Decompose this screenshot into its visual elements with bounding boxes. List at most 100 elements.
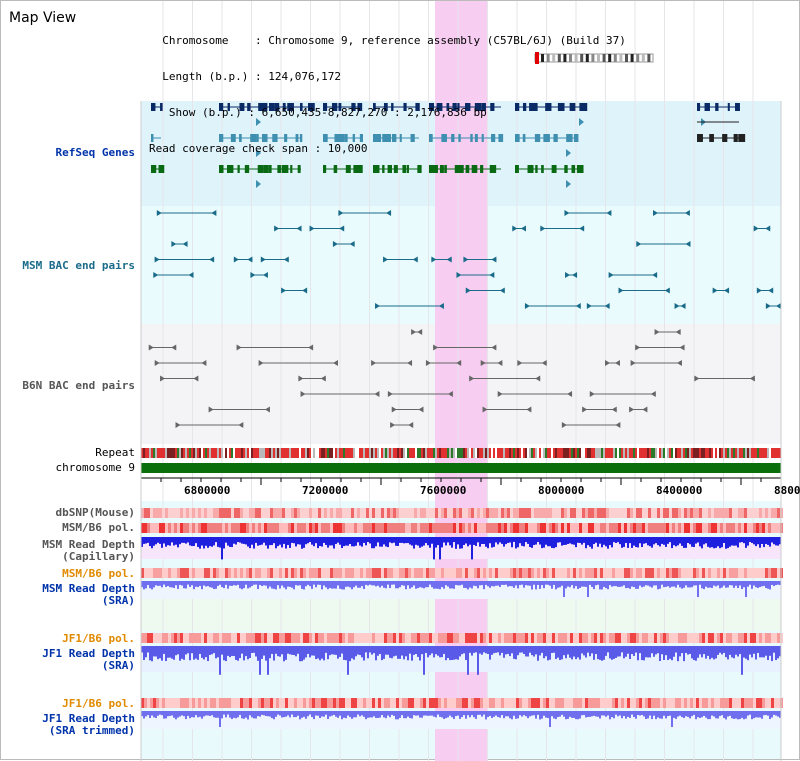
jf1-trimmed-depth-bar xyxy=(651,711,653,720)
polymorphism-cell xyxy=(651,633,654,643)
msm-sra-depth-bar xyxy=(251,581,253,587)
jf1-sra-depth-bar xyxy=(159,646,161,659)
msm-capillary-depth-bar xyxy=(305,537,307,545)
jf1-trimmed-depth-bar xyxy=(571,711,573,718)
ideogram-band xyxy=(580,54,584,62)
track-label-dbsnp[interactable]: dbSNP(Mouse) xyxy=(55,506,135,519)
polymorphism-cell xyxy=(726,633,729,643)
repeat-block xyxy=(707,448,709,458)
repeat-block xyxy=(757,448,759,458)
polymorphism-cell xyxy=(177,508,180,518)
repeat-block xyxy=(533,448,535,458)
msm-capillary-depth-bar xyxy=(431,537,433,544)
jf1-trimmed-depth-bar xyxy=(709,711,711,720)
msm-sra-depth-bar xyxy=(755,581,757,588)
jf1-sra-depth-bar xyxy=(281,646,283,655)
jf1-sra-depth-bar xyxy=(261,646,263,659)
polymorphism-cell xyxy=(351,698,354,708)
polymorphism-cell xyxy=(576,523,579,533)
track-label-jf1-b6-pol[interactable]: JF1/B6 pol. xyxy=(62,632,135,645)
polymorphism-cell xyxy=(213,523,216,533)
msm-capillary-depth-bar xyxy=(213,537,215,546)
polymorphism-cell xyxy=(600,568,603,578)
msm-capillary-depth-bar xyxy=(333,537,335,549)
polymorphism-cell xyxy=(228,633,231,643)
msm-bac-pair xyxy=(606,210,612,216)
b6n-bac-pair xyxy=(208,406,214,413)
msm-sra-depth-bar xyxy=(363,581,365,590)
track-label-b6n-bac[interactable]: B6N BAC end pairs xyxy=(22,379,135,392)
polymorphism-cell xyxy=(609,698,612,708)
track-label-msm-depth-capillary[interactable]: MSM Read Depth (Capillary) xyxy=(42,538,135,563)
polymorphism-cell xyxy=(333,508,336,518)
msm-sra-depth-bar xyxy=(187,581,189,585)
gene-exon xyxy=(345,165,351,173)
msm-sra-depth-bar xyxy=(649,581,651,587)
repeat-block xyxy=(733,448,735,458)
polymorphism-cell xyxy=(348,508,351,518)
polymorphism-cell xyxy=(369,523,372,533)
polymorphism-cell xyxy=(324,523,327,533)
jf1-sra-depth-bar xyxy=(153,646,155,657)
track-label-msm-b6-pol-2[interactable]: MSM/B6 pol. xyxy=(62,567,135,580)
repeat-block xyxy=(745,448,747,458)
jf1-sra-depth-bar xyxy=(249,646,251,658)
polymorphism-cell xyxy=(582,698,585,708)
gene-exon xyxy=(391,134,397,142)
polymorphism-cell xyxy=(273,633,276,643)
jf1-trimmed-depth-bar xyxy=(323,711,325,717)
polymorphism-cell xyxy=(471,508,474,518)
msm-sra-depth-bar xyxy=(153,581,155,588)
jf1-sra-depth-bar xyxy=(377,646,379,656)
gene-exon xyxy=(522,134,526,142)
track-label-chromosome[interactable]: chromosome 9 xyxy=(55,461,135,474)
polymorphism-cell xyxy=(429,698,432,708)
track-label-msm-depth-sra[interactable]: MSM Read Depth (SRA) xyxy=(42,582,135,607)
track-label-refseq[interactable]: RefSeq Genes xyxy=(55,146,135,159)
repeat-block xyxy=(665,448,667,458)
track-label-repeat[interactable]: Repeat xyxy=(95,446,135,459)
jf1-sra-depth-bar xyxy=(157,646,159,660)
track-label-msm-bac[interactable]: MSM BAC end pairs xyxy=(22,259,135,272)
msm-capillary-depth-bar xyxy=(695,537,697,544)
jf1-trimmed-depth-bar xyxy=(311,711,313,717)
jf1-sra-depth-bar xyxy=(421,646,423,655)
polymorphism-cell xyxy=(573,523,576,533)
gene-exon xyxy=(553,134,558,142)
track-label-jf1-depth-trimmed[interactable]: JF1 Read Depth (SRA trimmed) xyxy=(42,712,135,737)
msm-sra-depth-bar xyxy=(639,581,641,586)
msm-capillary-depth-bar xyxy=(733,537,735,546)
polymorphism-cell xyxy=(504,633,507,643)
repeat-block xyxy=(311,448,313,458)
jf1-trimmed-depth-bar xyxy=(281,711,283,718)
polymorphism-cell xyxy=(582,523,585,533)
track-label-jf1-b6-pol-2[interactable]: JF1/B6 pol. xyxy=(62,697,135,710)
polymorphism-cell xyxy=(684,698,687,708)
polymorphism-cell xyxy=(414,508,417,518)
jf1-trimmed-depth-bar xyxy=(481,711,483,717)
polymorphism-cell xyxy=(708,568,711,578)
polymorphism-cell xyxy=(270,568,273,578)
polymorphism-cell xyxy=(714,633,717,643)
track-label-msm-b6-pol[interactable]: MSM/B6 pol. xyxy=(62,521,135,534)
polymorphism-cell xyxy=(147,633,150,643)
polymorphism-cell xyxy=(396,568,399,578)
polymorphism-cell xyxy=(768,508,771,518)
jf1-trimmed-depth-bar xyxy=(523,711,525,716)
msm-capillary-depth-bar xyxy=(297,537,299,545)
polymorphism-cell xyxy=(429,523,432,533)
b6n-bac-pair xyxy=(615,422,621,428)
track-label-jf1-depth-sra[interactable]: JF1 Read Depth (SRA) xyxy=(42,647,135,672)
b6n-bac-pair xyxy=(635,344,641,351)
jf1-sra-depth-bar xyxy=(293,646,295,656)
jf1-sra-depth-bar xyxy=(345,646,347,661)
polymorphism-cell xyxy=(537,508,540,518)
msm-sra-depth-bar xyxy=(191,581,193,586)
polymorphism-cell xyxy=(678,633,681,643)
repeat-block xyxy=(615,448,617,458)
jf1-sra-depth-bar xyxy=(679,646,681,657)
b6n-bac-pair xyxy=(160,375,166,382)
jf1-sra-depth-bar xyxy=(459,646,461,657)
jf1-trimmed-depth-bar xyxy=(381,711,383,716)
